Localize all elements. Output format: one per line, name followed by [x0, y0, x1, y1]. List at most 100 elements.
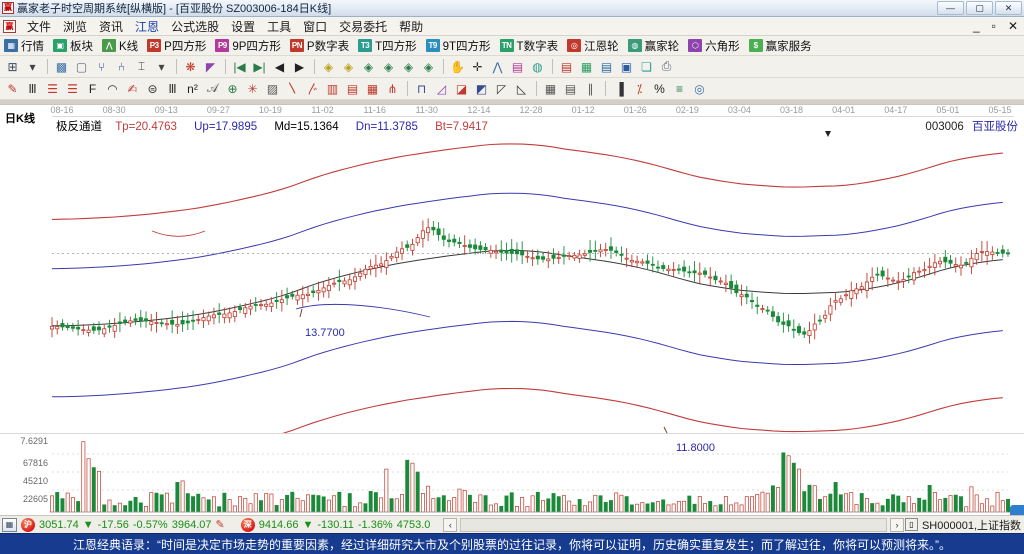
hand-tool-icon[interactable]: ✋	[450, 59, 465, 74]
last-page-icon[interactable]: ▶|	[253, 59, 266, 74]
volume-panel[interactable]: 7.6291 67816 45210 22605	[0, 433, 1024, 515]
menu-item-gann[interactable]: 江恩	[135, 19, 160, 34]
window-controls[interactable]: — ▢ ✕	[937, 1, 1022, 15]
crosshair-tool-icon[interactable]: ❋	[185, 59, 196, 74]
list-lines-icon[interactable]: ≡	[675, 81, 683, 96]
basket-icon[interactable]: ▤	[511, 59, 524, 74]
square-grid-icon[interactable]: ▨	[266, 81, 279, 96]
star-burst-icon[interactable]: ✳	[247, 81, 258, 96]
overlay-3-icon[interactable]: ⑃	[117, 59, 126, 74]
toolbar-button-hexagon[interactable]: ⬡ 六角形	[688, 38, 740, 54]
diamond-5-icon[interactable]: ◈	[403, 59, 414, 74]
channel-icon[interactable]: 〴	[306, 82, 319, 96]
minimize-button[interactable]: —	[937, 1, 964, 15]
cycle-tool-icon[interactable]: ⊓	[416, 81, 427, 96]
toolbar-button-t-square[interactable]: T3 T四方形	[358, 38, 417, 54]
parallel-lines-icon[interactable]: Ⅲ	[28, 81, 37, 96]
toolbar-button-kline[interactable]: ⋀ K线	[102, 38, 138, 54]
menu-item-formula-screen[interactable]: 公式选股	[171, 19, 220, 34]
toolbar-button-p-number-table[interactable]: PN P数字表	[289, 38, 349, 54]
diamond-3-icon[interactable]: ◈	[363, 59, 374, 74]
diamond-4-icon[interactable]: ◈	[383, 59, 394, 74]
angle-a-icon[interactable]: 𝒜	[206, 81, 219, 95]
gann-fan-1-icon[interactable]: ☰	[47, 81, 58, 96]
collapse-panel-tab[interactable]: ◀	[1010, 505, 1024, 515]
fibonacci-f-icon[interactable]: F	[88, 81, 97, 96]
menu-item-help[interactable]: 帮助	[399, 19, 424, 34]
diamond-1-icon[interactable]: ◈	[323, 59, 334, 74]
gann-box-1-icon[interactable]: ▥	[326, 81, 339, 96]
grid-lines-icon[interactable]: Ⅲ	[168, 81, 177, 96]
circle-cross-icon[interactable]: ⊕	[227, 81, 238, 96]
price-panel[interactable]: 13.7700 11.8000	[0, 129, 1024, 465]
grid-box-icon[interactable]: ▦	[366, 81, 379, 96]
bar-pattern-icon[interactable]: ⋔	[387, 81, 398, 96]
menu-item-file[interactable]: 文件	[27, 19, 52, 34]
toolbar-button-t-number-table[interactable]: TN T数字表	[499, 38, 558, 54]
fan-lines-icon[interactable]: ◿	[436, 81, 447, 96]
prev-icon[interactable]: ◀	[274, 59, 285, 74]
toolbar-button-winner-wheel[interactable]: ◍ 赢家轮	[627, 38, 679, 54]
toolbar-button-quotes[interactable]: ▦ 行情	[4, 38, 44, 54]
gann-box-2-icon[interactable]: ▤	[346, 81, 359, 96]
network-icon[interactable]: ❏	[641, 59, 652, 74]
table-box-icon[interactable]: ▤	[564, 81, 577, 96]
chart-canvas[interactable]: 日K线 08-16 08-30 09-13 09-27 10-19 11-02 11-16 1…	[0, 104, 1024, 515]
status-scrollbar[interactable]	[460, 517, 887, 532]
grid-table-icon[interactable]: ▦	[544, 81, 557, 96]
spiral-icon[interactable]: ◠	[107, 81, 118, 96]
status-index-sz[interactable]: 深 9414.66 ▼ -130.11 -1.36% 4753.0	[240, 517, 435, 532]
menu-item-settings[interactable]: 设置	[231, 19, 256, 34]
overlay-2-icon[interactable]: ⑂	[97, 59, 106, 74]
toolbar-button-sector[interactable]: ▣ 板块	[53, 38, 93, 54]
trend-up-icon[interactable]: ◸	[496, 81, 507, 96]
percent-icon[interactable]: %	[654, 81, 665, 96]
diamond-6-icon[interactable]: ◈	[423, 59, 434, 74]
calendar-icon[interactable]: ▤	[560, 59, 573, 74]
menu-item-news[interactable]: 资讯	[99, 19, 124, 34]
square-diag-icon[interactable]: ◪	[455, 81, 468, 96]
cursor-line-icon[interactable]: ⌶	[137, 59, 146, 73]
dropdown-caret-icon[interactable]: ▾	[29, 59, 36, 74]
scroll-left-button[interactable]: ‹	[443, 517, 458, 532]
square-n2-icon[interactable]: n²	[187, 81, 198, 96]
first-page-icon[interactable]: |◀	[233, 59, 246, 74]
toolbar-button-p-square[interactable]: P3 P四方形	[147, 38, 206, 54]
menu-item-tools[interactable]: 工具	[267, 19, 292, 34]
crosshair-icon[interactable]: ✛	[472, 59, 483, 74]
gann-fan-2-icon[interactable]: ☰	[67, 81, 78, 96]
table-icon[interactable]: ▦	[580, 59, 593, 74]
report-icon[interactable]: ▤	[600, 59, 613, 74]
single-window-icon[interactable]: ▢	[75, 59, 88, 74]
toolbar-button-p9-square[interactable]: P9 9P四方形	[215, 38, 281, 54]
ellipse-icon[interactable]: ⊜	[147, 81, 158, 96]
shade-box-icon[interactable]: ◩	[475, 81, 488, 96]
menu-item-browse[interactable]: 浏览	[63, 19, 88, 34]
menu-item-window[interactable]: 窗口	[303, 19, 328, 34]
status-index-sh[interactable]: 沪 3051.74 ▼ -17.56 -0.57% 3964.07 ✎	[21, 517, 233, 532]
percent-slash-icon[interactable]: ⁒	[636, 81, 643, 96]
bar-chart-icon[interactable]: ▐	[615, 81, 624, 96]
status-chart-icon[interactable]: ▦	[2, 517, 17, 532]
lungs-icon[interactable]: ◍	[532, 59, 543, 74]
diamond-2-icon[interactable]: ◈	[343, 59, 354, 74]
toolbar-button-winner-service[interactable]: $ 赢家服务	[748, 38, 812, 54]
close-button[interactable]: ✕	[995, 1, 1022, 15]
wave-count-icon[interactable]: 〵	[286, 82, 299, 96]
inner-restore-button[interactable]: ▫	[991, 19, 996, 33]
pen-draw-icon[interactable]: ✎	[7, 81, 18, 96]
color-chart-icon[interactable]: ◤	[205, 59, 216, 74]
next-icon[interactable]: ▶	[294, 59, 305, 74]
toolbar-button-t9-square[interactable]: T9 9T四方形	[425, 38, 491, 54]
inner-minimize-button[interactable]: _	[972, 19, 980, 33]
dropdown-caret-2-icon[interactable]: ▾	[158, 59, 165, 74]
magnet-icon[interactable]: ✍	[127, 81, 138, 96]
menu-item-trade[interactable]: 交易委托	[339, 19, 388, 34]
save-icon[interactable]: ▣	[620, 59, 633, 74]
inner-close-button[interactable]: ✕	[1007, 19, 1018, 33]
printer-icon[interactable]: ⎙	[661, 59, 672, 73]
multi-window-icon[interactable]: ▩	[55, 59, 68, 74]
calendar-period-icon[interactable]: ⊞	[7, 59, 18, 74]
trend-down-icon[interactable]: ◺	[516, 81, 527, 96]
circle-target-icon[interactable]: ◎	[694, 81, 705, 96]
